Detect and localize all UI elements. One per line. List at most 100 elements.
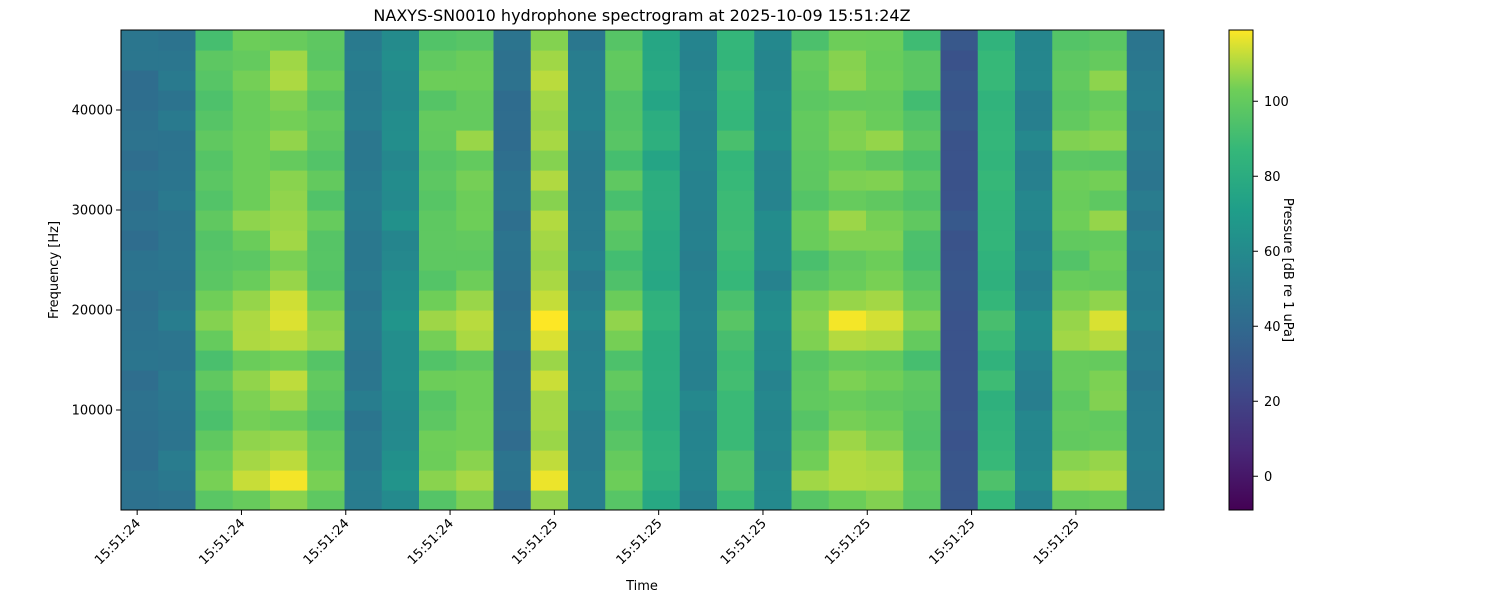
heatmap-cell (195, 50, 234, 71)
heatmap-cell (381, 30, 420, 51)
heatmap-cell (456, 450, 495, 471)
heatmap-cell (828, 90, 867, 111)
heatmap-cell (270, 430, 308, 451)
heatmap-cell (791, 70, 830, 91)
heatmap-cell (419, 190, 457, 211)
heatmap-cell (754, 290, 793, 311)
heatmap-cell (642, 430, 681, 451)
heatmap-cell (903, 430, 942, 451)
heatmap-cell (828, 130, 867, 151)
heatmap-cell (232, 130, 271, 151)
heatmap-cell (381, 230, 420, 251)
heatmap-cell (717, 470, 755, 491)
heatmap-cell (605, 150, 644, 171)
heatmap-cell (158, 110, 197, 131)
heatmap-cell (456, 310, 495, 331)
heatmap-cell (307, 330, 346, 351)
heatmap-cell (158, 410, 197, 431)
heatmap-cell (903, 410, 942, 431)
heatmap-cell (568, 290, 606, 311)
heatmap-cell (232, 30, 271, 51)
heatmap-cell (158, 290, 197, 311)
heatmap-cell (977, 50, 1016, 71)
heatmap-cell (866, 50, 904, 71)
heatmap-cell (1015, 470, 1053, 491)
heatmap-cell (866, 330, 904, 351)
heatmap-cell (679, 450, 718, 471)
heatmap-cell (307, 170, 346, 191)
heatmap-cell (344, 70, 383, 91)
heatmap-cell (568, 70, 606, 91)
heatmap-cell (642, 130, 681, 151)
heatmap-cell (493, 290, 532, 311)
heatmap-cell (679, 390, 718, 411)
heatmap-cell (791, 450, 830, 471)
heatmap-cell (195, 430, 234, 451)
heatmap-cell (530, 450, 569, 471)
heatmap-cell (642, 250, 681, 271)
heatmap-cell (493, 410, 532, 431)
heatmap-cell (1126, 350, 1164, 371)
heatmap-cell (493, 430, 532, 451)
heatmap-cell (642, 410, 681, 431)
heatmap-cell (1015, 430, 1053, 451)
heatmap-cell (940, 230, 979, 251)
heatmap-cell (195, 370, 234, 391)
heatmap-cell (307, 470, 346, 491)
heatmap-cell (977, 430, 1016, 451)
heatmap-cell (158, 130, 197, 151)
heatmap-cell (456, 250, 495, 271)
heatmap-cell (1126, 50, 1164, 71)
heatmap-cell (1015, 290, 1053, 311)
heatmap-cell (195, 190, 234, 211)
heatmap-cell (456, 70, 495, 91)
heatmap-cell (158, 150, 197, 171)
heatmap-cell (456, 290, 495, 311)
heatmap-cell (456, 270, 495, 291)
heatmap-cell (419, 270, 457, 291)
heatmap-cell (977, 190, 1016, 211)
heatmap-cell (1015, 410, 1053, 431)
heatmap-cell (828, 190, 867, 211)
heatmap-cell (121, 350, 159, 371)
heatmap-cell (381, 270, 420, 291)
heatmap-cell (568, 310, 606, 331)
heatmap-cell (232, 50, 271, 71)
heatmap-cell (754, 150, 793, 171)
heatmap-cell (940, 150, 979, 171)
heatmap-cell (940, 330, 979, 351)
heatmap-cell (754, 350, 793, 371)
heatmap-cell (940, 310, 979, 331)
heatmap-cell (1015, 170, 1053, 191)
heatmap-cell (791, 390, 830, 411)
heatmap-cell (530, 110, 569, 131)
heatmap-cell (1126, 450, 1164, 471)
heatmap-cell (977, 370, 1016, 391)
heatmap-cell (419, 310, 457, 331)
heatmap-cell (381, 190, 420, 211)
heatmap-cell (679, 410, 718, 431)
heatmap-cell (456, 330, 495, 351)
heatmap-cell (791, 90, 830, 111)
heatmap-cell (1089, 170, 1128, 191)
heatmap-cell (717, 390, 755, 411)
heatmap-cell (903, 370, 942, 391)
heatmap-cell (1052, 50, 1091, 71)
heatmap-cell (1015, 190, 1053, 211)
heatmap-cell (903, 470, 942, 491)
heatmap-cell (940, 170, 979, 191)
heatmap-cell (270, 370, 308, 391)
heatmap-cell (977, 330, 1016, 351)
heatmap-cell (754, 490, 793, 510)
heatmap-cell (717, 270, 755, 291)
heatmap-cell (270, 350, 308, 371)
heatmap-cell (1052, 290, 1091, 311)
heatmap-cell (493, 110, 532, 131)
heatmap-cell (754, 90, 793, 111)
heatmap-cell (866, 150, 904, 171)
heatmap-cell (791, 190, 830, 211)
heatmap-cell (679, 210, 718, 231)
heatmap-cell (791, 30, 830, 51)
heatmap-cell (121, 450, 159, 471)
heatmap-cell (791, 470, 830, 491)
